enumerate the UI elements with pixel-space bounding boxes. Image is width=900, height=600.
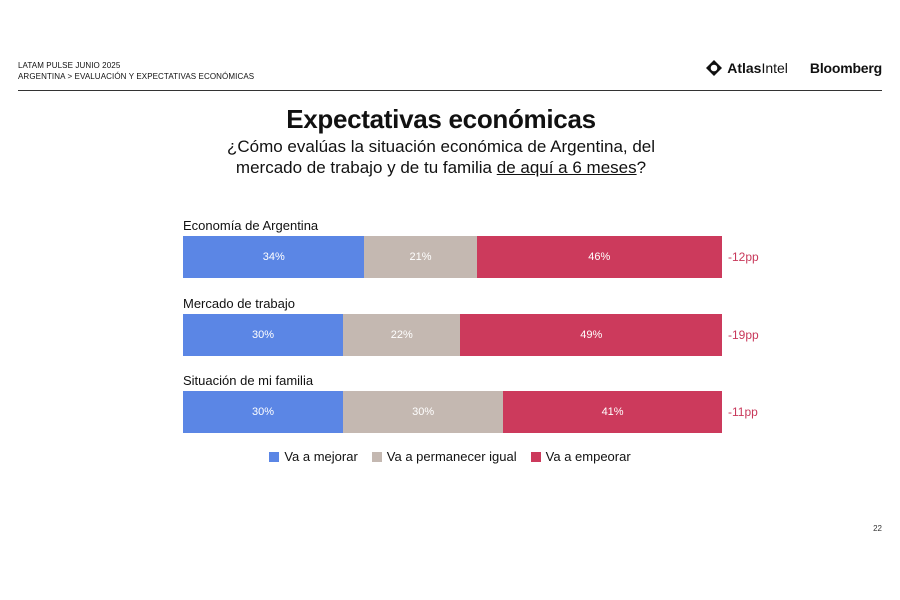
data-label: 21% (409, 251, 432, 263)
bar-row: 34% 21% 46% (183, 236, 722, 278)
bar-segment-mejorar: 34% (183, 236, 365, 278)
bar-segment-mejorar: 30% (183, 391, 344, 433)
bar-segment-mejorar: 30% (183, 314, 344, 356)
chart-legend: Va a mejorar Va a permanecer igual Va a … (0, 449, 900, 464)
header-caption: LATAM PULSE JUNIO 2025 ARGENTINA > EVALU… (18, 60, 254, 82)
data-label: 49% (580, 329, 603, 341)
subtitle-line-2-pre: mercado de trabajo y de tu familia (235, 158, 497, 177)
bar-segment-empeorar: 46% (476, 236, 722, 278)
legend-item-empeorar: Va a empeorar (530, 449, 631, 464)
subtitle-line-1: ¿Cómo evalúas la situación económica de … (226, 137, 656, 156)
data-label: 41% (601, 406, 624, 418)
bar-row: 30% 30% 41% (183, 391, 722, 433)
legend-item-igual: Va a permanecer igual (371, 449, 517, 464)
row-label-economia: Economía de Argentina (183, 218, 319, 233)
data-label: 34% (262, 251, 285, 263)
bar-segment-igual: 22% (343, 314, 461, 356)
data-label: 22% (390, 329, 413, 341)
bloomberg-logo: Bloomberg (809, 60, 882, 76)
subtitle-line-2-post: ? (636, 158, 647, 177)
net-change-economia: -12pp (728, 250, 759, 264)
row-label-familia: Situación de mi familia (183, 373, 314, 388)
data-label: 30% (412, 406, 435, 418)
legend-swatch-igual (371, 451, 382, 462)
net-change-trabajo: -19pp (728, 328, 759, 342)
data-label: 30% (252, 406, 275, 418)
header-line-2: ARGENTINA > EVALUACIÓN Y EXPECTATIVAS EC… (18, 72, 255, 81)
bar-segment-igual: 21% (364, 236, 477, 278)
page-subtitle: ¿Cómo evalúas la situación económica de … (0, 136, 882, 178)
bar-segment-empeorar: 49% (460, 314, 722, 356)
row-label-trabajo: Mercado de trabajo (183, 296, 296, 311)
header-divider (18, 90, 882, 91)
logo-intel-text: Intel (761, 60, 788, 76)
legend-label: Va a mejorar (284, 449, 358, 464)
header-line-1: LATAM PULSE JUNIO 2025 (18, 61, 121, 70)
legend-label: Va a empeorar (545, 449, 631, 464)
subtitle-line-2: mercado de trabajo y de tu familia de aq… (0, 157, 882, 178)
bar-segment-empeorar: 41% (503, 391, 722, 433)
atlasintel-logo: AtlasIntel (706, 60, 788, 76)
subtitle-underlined: de aquí a 6 meses (496, 158, 637, 177)
legend-swatch-mejorar (269, 451, 280, 462)
logos: AtlasIntel Bloomberg (706, 60, 882, 76)
data-label: 30% (252, 329, 275, 341)
legend-label: Va a permanecer igual (386, 449, 517, 464)
bar-row: 30% 22% 49% (183, 314, 722, 356)
logo-atlas-text: Atlas (727, 60, 762, 76)
bar-segment-igual: 30% (343, 391, 504, 433)
atlasintel-mark-icon (706, 60, 723, 76)
legend-swatch-empeorar (530, 451, 541, 462)
page-title: Expectativas económicas (286, 104, 596, 134)
net-change-familia: -11pp (728, 405, 758, 419)
page-number: 22 (873, 524, 882, 533)
data-label: 46% (588, 251, 611, 263)
legend-item-mejorar: Va a mejorar (269, 449, 358, 464)
